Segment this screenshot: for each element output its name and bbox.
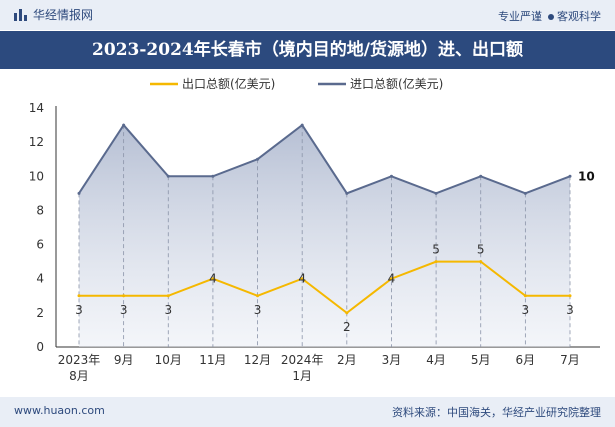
x-tick-label: 11月	[199, 353, 226, 367]
chart: 出口总额(亿美元) 进口总额(亿美元) 0 2 4 6 8 10 12 14 3 3 3 4 3 4 2 4 5 5 3…	[29, 76, 600, 383]
y-tick-label: 0	[36, 340, 44, 354]
export-point	[345, 311, 349, 315]
import-line	[78, 123, 571, 195]
export-data-label: 2	[343, 320, 351, 334]
brand: 华经情报网	[14, 6, 93, 23]
export-data-label: 5	[477, 243, 485, 257]
y-tick-label: 10	[29, 169, 44, 183]
export-line	[79, 260, 570, 315]
export-point	[300, 277, 304, 281]
footer-band: www.huaon.com 资料来源：中国海关，华经产业研究院整理	[0, 397, 615, 427]
slogan: 专业严谨 客观科学	[498, 8, 601, 24]
y-tick-label: 8	[36, 203, 44, 217]
import-point	[122, 123, 126, 127]
x-tick-label: 2024年 1月	[281, 353, 324, 383]
top-band: 华经情报网 专业严谨 客观科学	[0, 0, 615, 30]
export-data-label: 3	[254, 303, 262, 317]
export-data-label: 3	[522, 303, 530, 317]
export-data-label: 4	[388, 272, 396, 286]
bullet-dot-icon	[548, 13, 554, 20]
footer-source: 资料来源：中国海关，华经产业研究院整理	[392, 406, 601, 419]
legend-label-export: 出口总额(亿美元)	[182, 76, 275, 91]
export-data-label: 3	[120, 303, 128, 317]
x-tick-label: 7月	[560, 353, 580, 367]
slogan-right: 客观科学	[557, 10, 601, 23]
y-tick-label: 4	[36, 272, 44, 286]
export-data-label: 4	[209, 272, 217, 286]
import-point	[256, 157, 260, 161]
import-point	[479, 174, 483, 178]
import-point	[568, 174, 572, 178]
y-tick-label: 14	[29, 101, 44, 115]
import-point	[389, 174, 393, 178]
export-point	[256, 294, 260, 298]
export-data-label: 3	[164, 303, 172, 317]
export-data-label: 3	[75, 303, 83, 317]
legend-label-import: 进口总额(亿美元)	[350, 76, 443, 91]
import-point	[434, 191, 438, 195]
import-data-label: 10	[578, 169, 595, 183]
export-point	[434, 260, 438, 264]
title-bar: 2023-2024年长春市（境内目的地/货源地）进、出口额	[0, 31, 615, 69]
export-data-label: 3	[566, 303, 574, 317]
import-point	[523, 191, 527, 195]
chart-title: 2023-2024年长春市（境内目的地/货源地）进、出口额	[92, 40, 523, 60]
brand-logo-icon	[14, 8, 27, 21]
x-tick-label: 9月	[114, 353, 134, 367]
export-point	[568, 294, 572, 298]
import-area	[79, 125, 570, 347]
import-point	[211, 174, 215, 178]
export-point	[389, 277, 393, 281]
x-tick-label: 4月	[426, 353, 446, 367]
y-tick-label: 12	[29, 135, 44, 149]
export-point	[77, 294, 81, 298]
export-point	[479, 260, 483, 264]
import-point	[77, 191, 81, 195]
export-data-label: 5	[432, 243, 440, 257]
import-point	[345, 191, 349, 195]
export-point	[523, 294, 527, 298]
import-point	[166, 174, 170, 178]
x-tick-label: 2023年 8月	[58, 353, 101, 383]
export-point	[211, 277, 215, 281]
x-tick-label: 2月	[337, 353, 357, 367]
x-tick-label: 10月	[155, 353, 182, 367]
y-tick-label: 6	[36, 238, 44, 252]
y-tick-label: 2	[36, 306, 44, 320]
export-data-label: 4	[298, 272, 306, 286]
import-point	[300, 123, 304, 127]
export-point	[166, 294, 170, 298]
slogan-left: 专业严谨	[498, 10, 542, 23]
x-tick-label: 3月	[382, 353, 402, 367]
x-tick-label: 6月	[516, 353, 536, 367]
brand-name: 华经情报网	[33, 8, 94, 22]
export-point	[122, 294, 126, 298]
footer-url[interactable]: www.huaon.com	[14, 404, 105, 417]
x-tick-label: 5月	[471, 353, 491, 367]
x-tick-label: 12月	[244, 353, 271, 367]
